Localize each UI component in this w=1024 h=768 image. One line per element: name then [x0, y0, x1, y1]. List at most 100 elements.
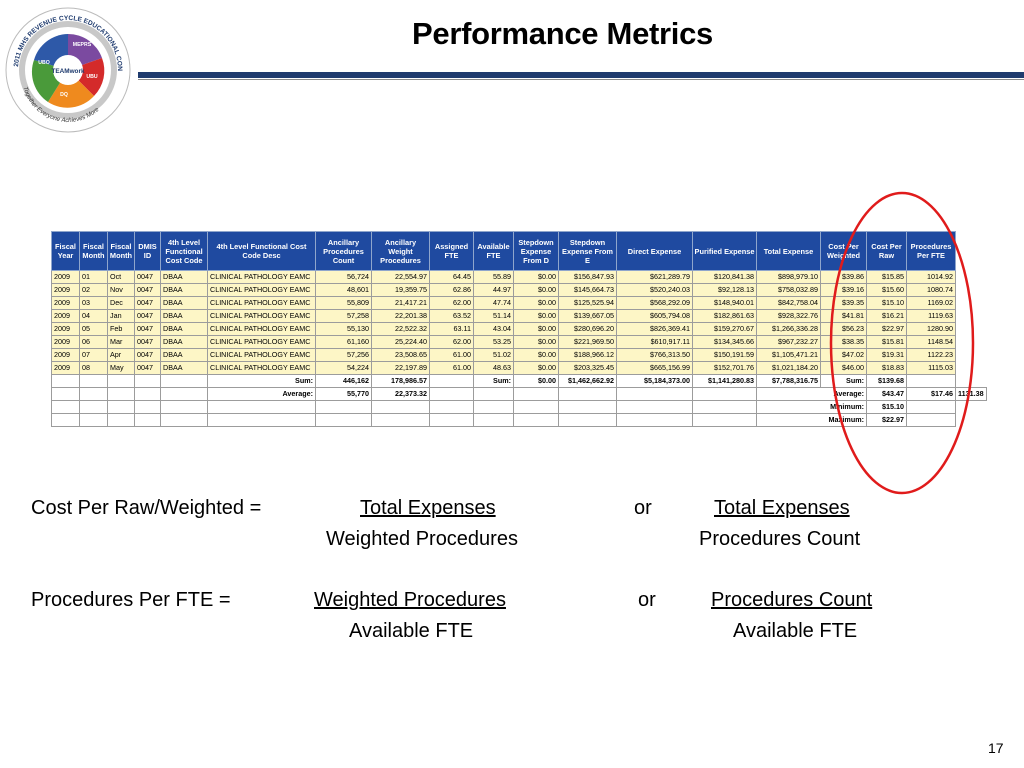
table-cell: 61.00 — [429, 348, 474, 362]
table-cell: 64.45 — [429, 270, 474, 284]
table-cell: $0.00 — [513, 322, 559, 336]
title-divider — [138, 72, 1024, 82]
table-cell: CLINICAL PATHOLOGY EAMC — [207, 283, 316, 297]
sum-total: $7,788,316.75 — [756, 374, 821, 388]
table-cell: DBAA — [160, 361, 208, 375]
table-cell: 22,201.38 — [371, 309, 430, 323]
table-cell: 0047 — [134, 348, 161, 362]
svg-text:MEPRS: MEPRS — [73, 42, 92, 48]
table-cell: DBAA — [160, 270, 208, 284]
conference-logo: 2011 MHS REVENUE CYCLE EDUCATIONAL CONFE… — [2, 1, 132, 134]
table-cell: Feb — [107, 322, 135, 336]
table-cell: Nov — [107, 283, 135, 297]
table-row: 2009 03 Dec 0047 DBAA CLINICAL PATHOLOGY EAMC… — [51, 296, 987, 310]
table-cell: Mar — [107, 335, 135, 349]
table-cell: 19,359.75 — [371, 283, 430, 297]
table-cell: $0.00 — [513, 335, 559, 349]
table-cell: 04 — [79, 309, 108, 323]
table-cell: 2009 — [51, 335, 80, 349]
proc-denominator-2: Available FTE — [733, 620, 858, 642]
col-header: DMIS ID — [134, 231, 161, 271]
table-cell: Dec — [107, 296, 135, 310]
table-cell: 55,130 — [315, 322, 372, 336]
table-cell: Jan — [107, 309, 135, 323]
maximum-row: Maximum: $22.97 — [51, 413, 987, 427]
table-cell: $15.10 — [866, 296, 907, 310]
or-text-1: or — [634, 497, 652, 519]
col-header: Cost Per Raw — [866, 231, 907, 271]
col-header: Fiscal Year — [51, 231, 80, 271]
table-cell: 22,554.97 — [371, 270, 430, 284]
table-cell: $1,266,336.28 — [756, 322, 821, 336]
table-row: 2009 07 Apr 0047 DBAA CLINICAL PATHOLOGY EAMC… — [51, 348, 987, 362]
table-cell: $182,861.63 — [692, 309, 757, 323]
table-cell: DBAA — [160, 283, 208, 297]
sum-label: Sum: — [207, 374, 316, 388]
table-cell: $621,289.79 — [616, 270, 693, 284]
table-cell: $18.83 — [866, 361, 907, 375]
table-cell: $152,701.76 — [692, 361, 757, 375]
table-cell: 54,224 — [315, 361, 372, 375]
table-cell: $568,292.09 — [616, 296, 693, 310]
avg-weighted: 22,373.32 — [371, 387, 430, 401]
table-cell: $150,191.59 — [692, 348, 757, 362]
table-cell: 1148.54 — [906, 335, 956, 349]
table-cell: $665,156.99 — [616, 361, 693, 375]
table-cell: 0047 — [134, 270, 161, 284]
sum-direct: $5,184,373.00 — [616, 374, 693, 388]
avg-label: Average: — [207, 387, 316, 401]
table-cell: 2009 — [51, 296, 80, 310]
col-header: Fiscal Month — [107, 231, 135, 271]
table-cell: DBAA — [160, 309, 208, 323]
sum-proc-count: 446,162 — [315, 374, 372, 388]
cost-numerator-2: Total Expenses — [714, 497, 850, 519]
minimum-row: Minimum: $15.10 — [51, 400, 987, 414]
table-cell: 01 — [79, 270, 108, 284]
table-cell: $610,917.11 — [616, 335, 693, 349]
table-cell: $120,841.38 — [692, 270, 757, 284]
table-cell: $1,105,471.21 — [756, 348, 821, 362]
table-cell: $0.00 — [513, 296, 559, 310]
highlight-oval — [829, 191, 975, 495]
col-header: Ancillary Weight Procedures — [371, 231, 430, 271]
table-cell: 06 — [79, 335, 108, 349]
avg-proc-count: 55,770 — [315, 387, 372, 401]
table-cell: CLINICAL PATHOLOGY EAMC — [207, 309, 316, 323]
table-cell: $203,325.45 — [558, 361, 617, 375]
col-header: Assigned FTE — [429, 231, 474, 271]
table-cell: 0047 — [134, 309, 161, 323]
table-cell: 61,160 — [315, 335, 372, 349]
table-cell: 2009 — [51, 361, 80, 375]
table-cell: 51.02 — [473, 348, 514, 362]
table-cell: 2009 — [51, 348, 80, 362]
table-cell: $280,696.20 — [558, 322, 617, 336]
table-cell: 03 — [79, 296, 108, 310]
table-cell: CLINICAL PATHOLOGY EAMC — [207, 361, 316, 375]
table-cell: $842,758.04 — [756, 296, 821, 310]
table-cell: 62.00 — [429, 335, 474, 349]
avg-cpr: $17.46 — [906, 387, 956, 401]
table-cell: 1119.63 — [906, 309, 956, 323]
table-cell: Apr — [107, 348, 135, 362]
table-cell: 51.14 — [473, 309, 514, 323]
table-cell: 62.86 — [429, 283, 474, 297]
sum-weighted: 178,986.57 — [371, 374, 430, 388]
table-cell: $134,345.66 — [692, 335, 757, 349]
table-cell: $766,313.50 — [616, 348, 693, 362]
table-cell: $0.00 — [513, 283, 559, 297]
cost-numerator-1: Total Expenses — [360, 497, 496, 519]
table-cell: $139,667.05 — [558, 309, 617, 323]
table-cell: 44.97 — [473, 283, 514, 297]
logo-center-text: TEAMwork — [51, 68, 84, 75]
table-cell: DBAA — [160, 335, 208, 349]
table-cell: 05 — [79, 322, 108, 336]
table-cell: 55,809 — [315, 296, 372, 310]
col-header: Ancillary Procedures Count — [315, 231, 372, 271]
table-cell: $0.00 — [513, 361, 559, 375]
proc-numerator-2: Procedures Count — [711, 589, 873, 611]
avg-cpw-label: Average: — [756, 387, 867, 401]
table-cell: $0.00 — [513, 270, 559, 284]
table-cell: $826,369.41 — [616, 322, 693, 336]
table-cell: $898,979.10 — [756, 270, 821, 284]
table-cell: 57,258 — [315, 309, 372, 323]
